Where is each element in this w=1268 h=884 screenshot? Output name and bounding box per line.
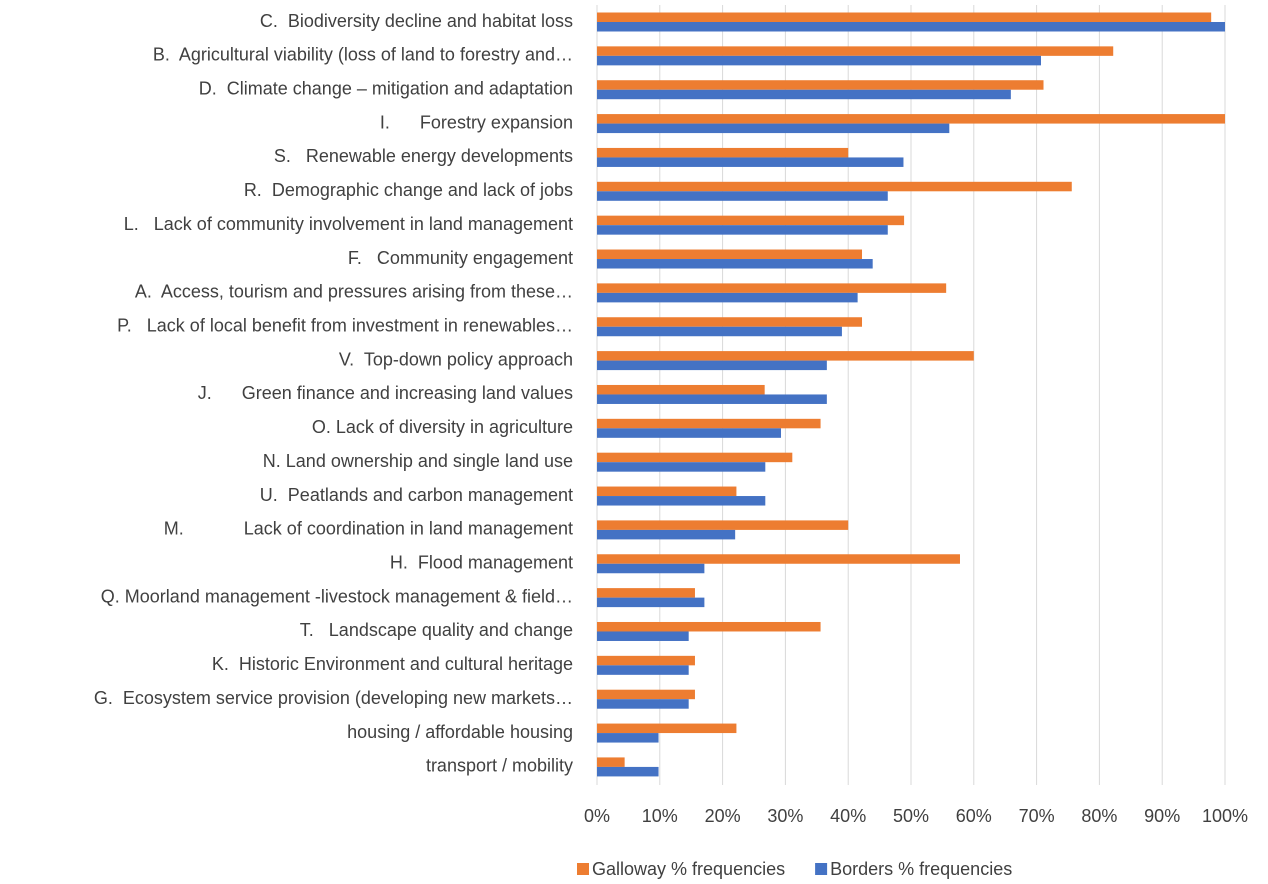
bar: [597, 225, 888, 235]
category-label: K. Historic Environment and cultural her…: [212, 654, 573, 674]
category-label: A. Access, tourism and pressures arising…: [135, 282, 573, 302]
bar: [597, 655, 695, 666]
category-label: I. Forestry expansion: [380, 112, 573, 132]
bar: [597, 452, 793, 463]
category-label: V. Top-down policy approach: [339, 349, 573, 369]
bar: [597, 418, 821, 429]
x-tick-label: 20%: [705, 806, 741, 826]
bar: [597, 123, 950, 134]
category-label: J. Green finance and increasing land val…: [198, 383, 573, 403]
bar: [597, 520, 849, 530]
bar: [597, 428, 782, 438]
category-label: M. Lack of coordination in land manageme…: [164, 519, 573, 539]
category-label: R. Demographic change and lack of jobs: [244, 180, 573, 200]
category-label: S. Renewable energy developments: [274, 146, 573, 166]
bar: [597, 766, 659, 777]
bar: [597, 394, 827, 404]
x-tick-label: 10%: [642, 806, 678, 826]
category-label: G. Ecosystem service provision (developi…: [94, 688, 573, 708]
bar: [597, 326, 842, 337]
category-label: P. Lack of local benefit from investment…: [117, 315, 573, 335]
bar: [597, 563, 705, 574]
legend-label: Galloway % frequencies: [592, 859, 785, 879]
bar: [597, 588, 695, 598]
bar: [597, 360, 827, 371]
category-label: Q. Moorland management -livestock manage…: [101, 586, 573, 606]
bar: [597, 462, 766, 472]
category-label: L. Lack of community involvement in land…: [124, 214, 573, 234]
bar: [597, 89, 1011, 100]
bar: [597, 215, 905, 226]
x-tick-label: 90%: [1144, 806, 1180, 826]
category-label: D. Climate change – mitigation and adapt…: [199, 78, 573, 98]
bar: [597, 191, 888, 201]
legend-swatch: [577, 863, 589, 875]
bar: [597, 554, 960, 564]
bar: [597, 249, 863, 260]
bar: [597, 317, 863, 327]
bar: [597, 259, 873, 269]
category-label: F. Community engagement: [348, 248, 573, 268]
bar: [597, 665, 689, 675]
x-tick-label: 80%: [1081, 806, 1117, 826]
category-label: H. Flood management: [390, 553, 573, 573]
bar: [597, 46, 1114, 56]
x-tick-label: 70%: [1019, 806, 1055, 826]
bar: [597, 723, 737, 734]
bar: [597, 22, 1225, 32]
bar: [597, 631, 689, 641]
x-tick-label: 60%: [956, 806, 992, 826]
bar: [597, 689, 695, 700]
bar: [597, 114, 1225, 124]
bar: [597, 80, 1044, 90]
category-label: C. Biodiversity decline and habitat loss: [260, 11, 573, 31]
category-label: N. Land ownership and single land use: [263, 451, 573, 471]
category-label: O. Lack of diversity in agriculture: [312, 417, 573, 437]
bar: [597, 351, 974, 361]
legend-swatch: [815, 863, 828, 875]
bar: [597, 529, 736, 540]
x-tick-label: 30%: [767, 806, 803, 826]
bar: [597, 757, 625, 767]
bar: [597, 733, 659, 743]
x-tick-label: 50%: [893, 806, 929, 826]
category-label: B. Agricultural viability (loss of land …: [153, 45, 573, 65]
bar: [597, 496, 766, 506]
x-tick-label: 0%: [584, 806, 610, 826]
category-label: housing / affordable housing: [347, 722, 573, 742]
bar: [597, 181, 1072, 192]
bar: [597, 292, 858, 303]
bar: [597, 621, 821, 632]
bar: [597, 12, 1212, 22]
category-label: U. Peatlands and carbon management: [260, 485, 573, 505]
bar: [597, 55, 1041, 66]
bar: [597, 384, 765, 395]
bar: [597, 699, 689, 709]
x-tick-label: 100%: [1202, 806, 1248, 826]
category-label: T. Landscape quality and change: [300, 620, 573, 640]
bar: [597, 283, 947, 293]
x-tick-label: 40%: [830, 806, 866, 826]
category-label: transport / mobility: [426, 756, 573, 776]
bar: [597, 157, 904, 167]
bar: [597, 486, 737, 497]
legend-label: Borders % frequencies: [830, 859, 1012, 879]
bar: [597, 147, 849, 158]
bar: [597, 597, 705, 608]
